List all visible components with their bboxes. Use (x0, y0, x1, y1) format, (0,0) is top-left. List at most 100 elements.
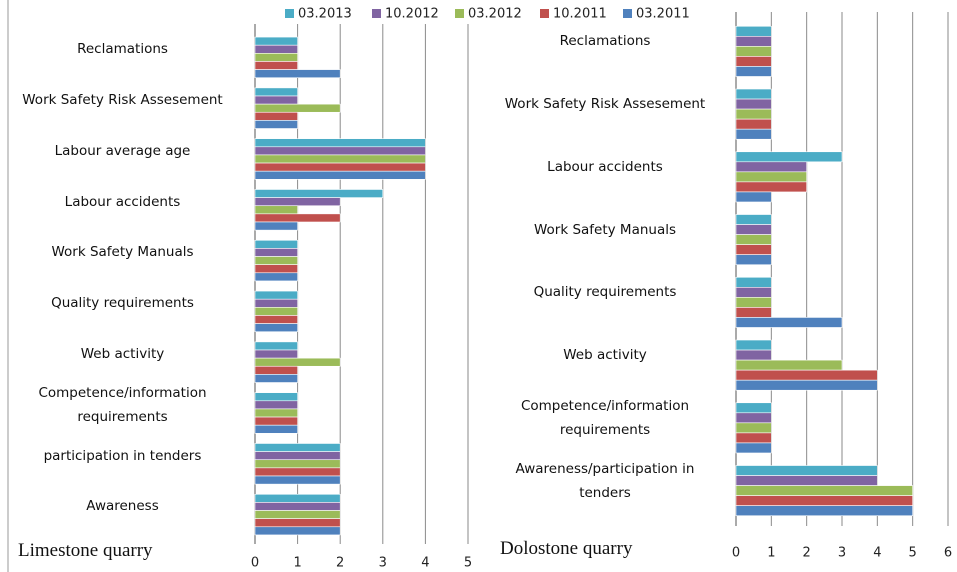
bar (254, 189, 384, 198)
bar (735, 432, 772, 444)
x-tick-label: 1 (293, 556, 301, 571)
bar (254, 467, 341, 477)
bar (254, 315, 298, 324)
bar (254, 272, 298, 282)
bar (254, 120, 298, 129)
bar (735, 402, 772, 414)
bar (254, 374, 298, 383)
bar (735, 465, 878, 476)
bar (735, 66, 772, 77)
bar (735, 108, 772, 120)
bar (254, 349, 298, 359)
bar (254, 392, 298, 402)
bar (254, 502, 341, 511)
bar (735, 505, 913, 517)
category-label: Competence/information requirements (520, 397, 690, 438)
legend-swatch (455, 9, 464, 18)
x-tick-label: 5 (909, 546, 917, 561)
chart-title: Limestone quarry (18, 540, 153, 561)
bar (735, 25, 772, 37)
bar (254, 162, 426, 172)
bar (735, 339, 772, 351)
category-label: Quality requirements (51, 295, 194, 312)
bar (735, 495, 913, 506)
category-label: Reclamations (559, 33, 651, 50)
bar (254, 138, 426, 148)
bar (254, 154, 426, 164)
legend-label: 03.2012 (468, 7, 522, 22)
bar (735, 379, 878, 391)
bar (254, 239, 298, 249)
bar (254, 518, 341, 528)
bar (254, 111, 298, 121)
x-tick-label: 6 (944, 546, 952, 561)
category-label: Labour accidents (547, 158, 663, 175)
bar (735, 359, 843, 371)
bar (735, 151, 843, 163)
category-label: Labour accidents (64, 193, 181, 210)
legend-label: 03.2013 (298, 7, 352, 22)
category-label: Work Safety Risk Assesement (22, 92, 223, 109)
bar (735, 254, 772, 266)
category-label: Labour average age (54, 142, 191, 159)
bar (735, 307, 772, 318)
bar (254, 408, 298, 418)
bar (254, 248, 298, 257)
legend-label: 10.2012 (385, 7, 439, 22)
x-tick-label: 3 (838, 546, 846, 561)
bar (254, 526, 341, 536)
bar (735, 234, 772, 245)
category-label: Web activity (563, 347, 647, 364)
x-tick-label: 4 (421, 556, 429, 571)
bar (735, 485, 913, 496)
bar (735, 181, 807, 193)
bar (254, 365, 298, 375)
bar (735, 46, 772, 57)
category-label: Web activity (80, 346, 165, 363)
bar (735, 128, 772, 140)
bar (254, 475, 341, 485)
bar (254, 205, 298, 215)
category-label: Work Safety Manuals (51, 244, 194, 261)
bar (254, 424, 298, 434)
legend-swatch (372, 9, 381, 18)
x-tick-label: 3 (379, 556, 387, 571)
category-label: Work Safety Risk Assesement (504, 96, 706, 113)
legend-swatch (285, 9, 294, 18)
bar (735, 412, 772, 424)
bar (254, 256, 298, 265)
bar (735, 56, 772, 67)
bar (254, 400, 298, 410)
category-label: Reclamations (77, 41, 168, 58)
x-tick-label: 2 (803, 546, 811, 561)
bar (735, 118, 772, 130)
bar (254, 357, 341, 367)
bar (735, 349, 772, 361)
bar (735, 224, 772, 235)
bar (254, 87, 298, 97)
category-label: Competence/information requirements (38, 384, 207, 425)
legend-label: 03.2011 (636, 7, 690, 22)
bar (254, 44, 298, 54)
bar (254, 95, 298, 105)
bar (254, 36, 298, 46)
bar (254, 298, 298, 308)
x-tick-label: 2 (336, 556, 344, 571)
bar (735, 369, 878, 381)
x-tick-label: 0 (732, 546, 740, 561)
bar (735, 98, 772, 110)
bar (735, 171, 807, 183)
bar (254, 307, 298, 316)
bar (254, 416, 298, 426)
bar (735, 214, 772, 225)
category-label: participation in tenders (43, 447, 202, 464)
bar (735, 475, 878, 486)
bar (254, 69, 341, 79)
bar (254, 459, 341, 469)
x-tick-label: 4 (873, 546, 881, 561)
bar (254, 103, 341, 113)
bar (254, 221, 298, 231)
bar (254, 53, 298, 62)
legend-label: 10.2011 (553, 7, 607, 22)
